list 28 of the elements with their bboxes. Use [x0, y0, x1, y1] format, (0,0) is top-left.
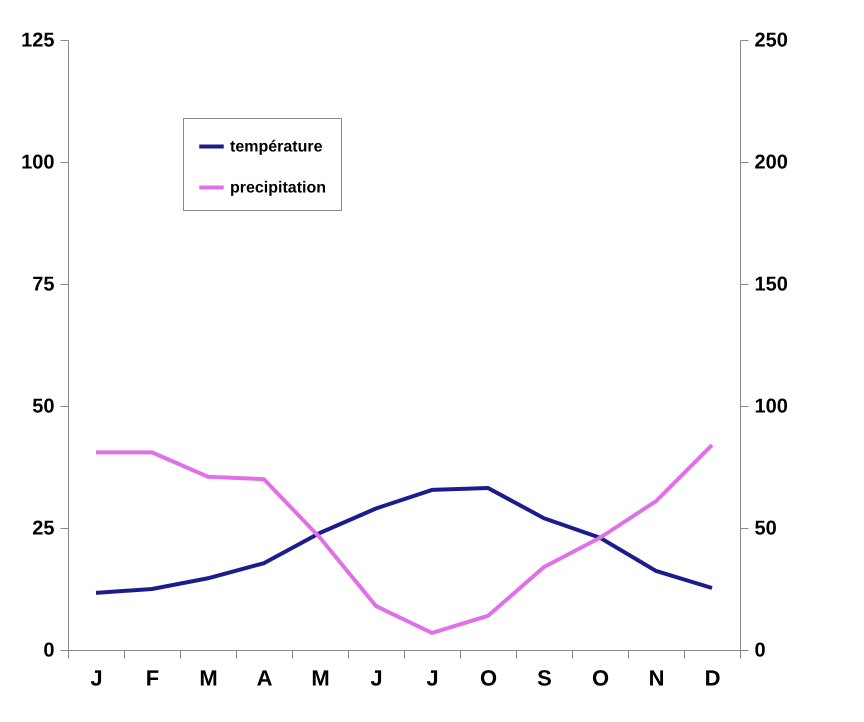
y-tick-label: 75 [32, 274, 54, 296]
legend-label: température [230, 138, 323, 156]
x-tick-label: M [199, 666, 218, 690]
x-tick-label: J [90, 666, 103, 690]
x-tick-label: D [704, 666, 720, 690]
y-tick-label: 0 [43, 640, 54, 662]
x-tick-label: J [426, 666, 439, 690]
x-tick-label: F [146, 666, 160, 690]
x-tick-label: O [592, 666, 610, 690]
y2-tick-label: 200 [754, 152, 788, 174]
x-tick-label: A [256, 666, 273, 690]
x-tick-label: M [311, 666, 330, 690]
y2-tick-label: 100 [754, 396, 788, 418]
y-tick-label: 25 [32, 518, 54, 540]
y2-tick-label: 250 [754, 30, 788, 52]
y-tick-label: 50 [32, 396, 54, 418]
x-tick-label: J [370, 666, 383, 690]
y-tick-label: 100 [21, 152, 54, 174]
y2-tick-label: 150 [754, 274, 788, 296]
line-series [94, 486, 714, 595]
line-series [94, 443, 714, 635]
legend-label: precipitation [230, 180, 326, 196]
x-tick-label: O [480, 666, 498, 690]
x-tick-label: N [648, 666, 664, 690]
x-tick-label: S [537, 666, 552, 690]
y2-tick-label: 50 [754, 518, 777, 540]
y-tick-label: 125 [21, 30, 54, 52]
y2-tick-label: 0 [754, 640, 766, 662]
